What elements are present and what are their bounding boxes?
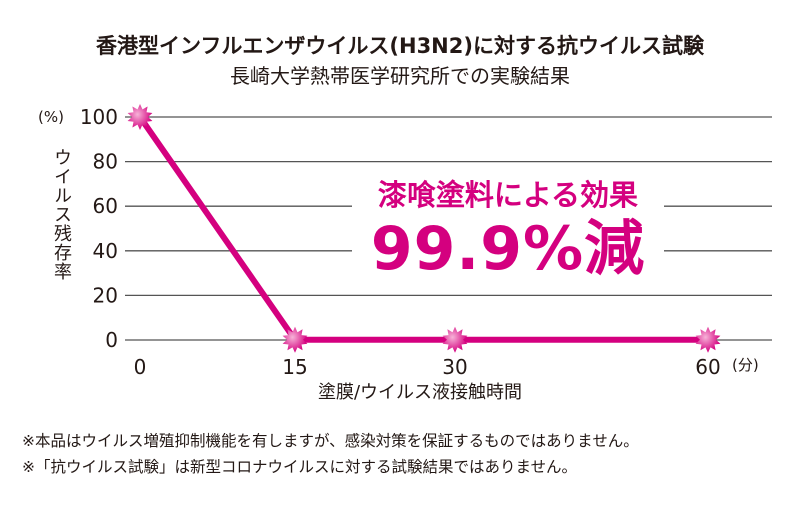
- effect-callout: 漆喰塗料による効果 99.9%減: [352, 166, 664, 284]
- disclaimer-note: ※本品はウイルス増殖抑制機能を有しますが、感染対策を保証するものではありません。: [22, 432, 639, 450]
- x-axis-unit: (分): [732, 356, 759, 374]
- y-tick-label: 80: [93, 150, 118, 174]
- series-line: [137, 115, 708, 343]
- y-tick-label: 100: [80, 105, 118, 129]
- chart-subtitle: 長崎大学熱帯医学研究所での実験結果: [230, 64, 570, 88]
- x-tick-label: 15: [282, 355, 307, 379]
- callout-reduction: 99.9%減: [370, 214, 646, 284]
- y-tick-label: 0: [105, 328, 118, 352]
- y-axis-unit: (%): [38, 108, 64, 126]
- chart-title: 香港型インフルエンザウイルス(H3N2)に対する抗ウイルス試験: [96, 34, 704, 58]
- callout-heading: 漆喰塗料による効果: [377, 178, 639, 212]
- disclaimer-note: ※「抗ウイルス試験」は新型コロナウイルスに対する試験結果ではありません。: [22, 458, 578, 476]
- x-tick-label: 0: [134, 355, 147, 379]
- y-tick-label: 40: [93, 239, 118, 263]
- x-tick-label: 60: [695, 355, 720, 379]
- x-tick-label: 30: [442, 355, 467, 379]
- y-tick-label: 60: [93, 194, 118, 218]
- y-axis-label: ウイルス残存率: [51, 148, 72, 281]
- x-axis-label: 塗膜/ウイルス液接触時間: [317, 382, 523, 403]
- y-tick-label: 20: [93, 283, 118, 307]
